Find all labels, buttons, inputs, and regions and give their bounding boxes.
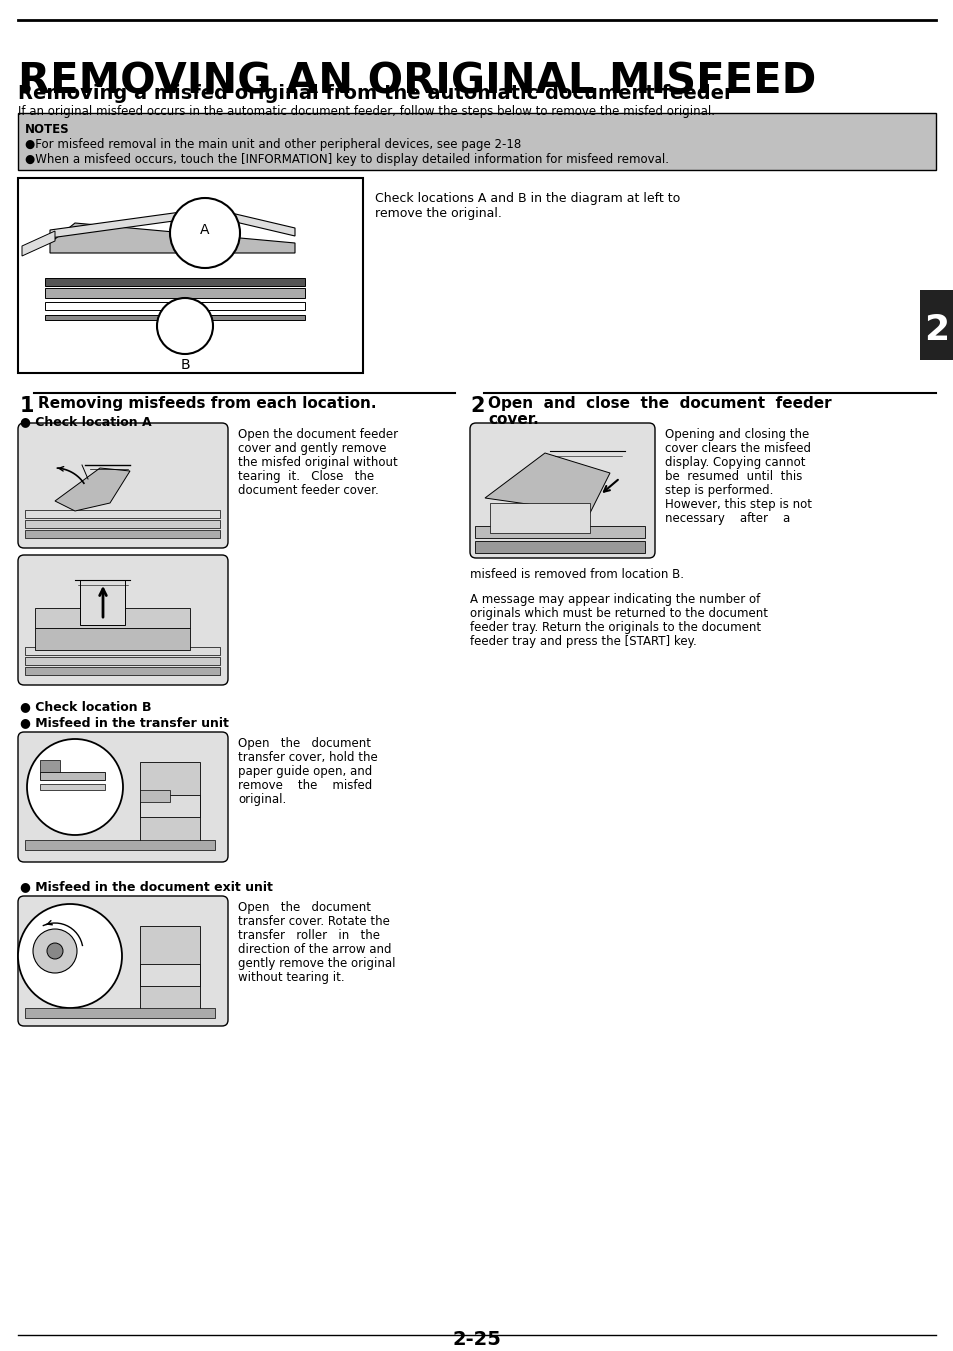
Text: ● Check location A: ● Check location A (20, 415, 152, 428)
FancyBboxPatch shape (18, 555, 228, 685)
Text: 2: 2 (923, 313, 948, 347)
Text: B: B (181, 358, 191, 372)
Circle shape (157, 299, 213, 354)
Bar (140, 965, 200, 986)
Text: NOTES: NOTES (25, 123, 70, 136)
Bar (919, 290, 953, 359)
Text: Opening and closing the: Opening and closing the (664, 428, 808, 440)
Text: document feeder cover.: document feeder cover. (237, 484, 378, 497)
Text: feeder tray and press the [START] key.: feeder tray and press the [START] key. (470, 635, 696, 648)
Bar (25, 657, 220, 665)
Bar (25, 509, 220, 517)
Text: misfeed is removed from location B.: misfeed is removed from location B. (470, 567, 683, 581)
Bar (475, 540, 644, 553)
Text: 2-25: 2-25 (452, 1329, 501, 1350)
Text: gently remove the original: gently remove the original (237, 957, 395, 970)
Text: cover clears the misfeed: cover clears the misfeed (664, 442, 810, 455)
Text: ●When a misfeed occurs, touch the [INFORMATION] key to display detailed informat: ●When a misfeed occurs, touch the [INFOR… (25, 153, 668, 166)
Text: Removing misfeeds from each location.: Removing misfeeds from each location. (38, 396, 376, 411)
Text: tearing  it.   Close   the: tearing it. Close the (237, 470, 374, 484)
Bar (40, 784, 105, 790)
Polygon shape (50, 208, 294, 238)
Text: originals which must be returned to the document: originals which must be returned to the … (470, 607, 767, 620)
Text: the misfed original without: the misfed original without (237, 457, 397, 469)
Text: original.: original. (237, 793, 286, 807)
Bar (45, 288, 305, 299)
Bar (140, 794, 200, 817)
Text: 2: 2 (470, 396, 484, 416)
Text: feeder tray. Return the originals to the document: feeder tray. Return the originals to the… (470, 621, 760, 634)
Text: transfer cover. Rotate the: transfer cover. Rotate the (237, 915, 390, 928)
Text: paper guide open, and: paper guide open, and (237, 765, 372, 778)
Bar (35, 608, 190, 628)
Bar (140, 790, 170, 802)
Text: REMOVING AN ORIGINAL MISFEED: REMOVING AN ORIGINAL MISFEED (18, 59, 816, 101)
Bar (25, 520, 220, 528)
Bar (40, 761, 60, 771)
Text: Open   the   document: Open the document (237, 901, 371, 915)
Bar (80, 580, 125, 626)
Bar (25, 647, 220, 655)
Text: be  resumed  until  this: be resumed until this (664, 470, 801, 484)
Text: 1: 1 (20, 396, 34, 416)
Bar (25, 667, 220, 676)
Text: ● Misfeed in the document exit unit: ● Misfeed in the document exit unit (20, 880, 273, 893)
Bar (45, 303, 305, 309)
Text: However, this step is not: However, this step is not (664, 499, 811, 511)
FancyBboxPatch shape (470, 423, 655, 558)
Bar (35, 628, 190, 650)
Text: ●For misfeed removal in the main unit and other peripheral devices, see page 2-1: ●For misfeed removal in the main unit an… (25, 138, 520, 151)
Bar (490, 503, 589, 534)
Text: Open  and  close  the  document  feeder: Open and close the document feeder (488, 396, 831, 411)
Text: Removing a misfed original from the automatic document feeder: Removing a misfed original from the auto… (18, 84, 733, 103)
Text: Open   the   document: Open the document (237, 738, 371, 750)
Text: step is performed.: step is performed. (664, 484, 773, 497)
Text: remove    the    misfed: remove the misfed (237, 780, 372, 792)
Text: transfer cover, hold the: transfer cover, hold the (237, 751, 377, 765)
Bar (18, 113, 935, 170)
FancyBboxPatch shape (18, 896, 228, 1025)
Text: Check locations A and B in the diagram at left to: Check locations A and B in the diagram a… (375, 192, 679, 205)
Text: Open the document feeder: Open the document feeder (237, 428, 397, 440)
Polygon shape (484, 453, 609, 513)
Bar (25, 530, 220, 538)
Text: cover.: cover. (488, 412, 538, 427)
Circle shape (47, 943, 63, 959)
FancyBboxPatch shape (18, 423, 228, 549)
Text: A message may appear indicating the number of: A message may appear indicating the numb… (470, 593, 760, 607)
Text: ● Check location B: ● Check location B (20, 700, 152, 713)
Circle shape (170, 199, 240, 267)
Text: ● Misfeed in the transfer unit: ● Misfeed in the transfer unit (20, 716, 229, 730)
FancyBboxPatch shape (18, 732, 228, 862)
Text: A: A (200, 223, 210, 236)
Text: necessary    after    a: necessary after a (664, 512, 789, 526)
Polygon shape (22, 231, 55, 255)
Bar (25, 840, 214, 850)
Text: direction of the arrow and: direction of the arrow and (237, 943, 391, 957)
Circle shape (18, 904, 122, 1008)
Text: transfer   roller   in   the: transfer roller in the (237, 929, 379, 942)
Bar (140, 762, 200, 842)
Text: display. Copying cannot: display. Copying cannot (664, 457, 804, 469)
Bar (40, 771, 105, 780)
Circle shape (33, 929, 77, 973)
Bar (45, 278, 305, 286)
Bar (475, 526, 644, 538)
Bar (140, 925, 200, 1011)
Text: remove the original.: remove the original. (375, 207, 501, 220)
Text: If an original misfeed occurs in the automatic document feeder, follow the steps: If an original misfeed occurs in the aut… (18, 105, 714, 118)
Polygon shape (55, 467, 130, 511)
Text: cover and gently remove: cover and gently remove (237, 442, 386, 455)
Text: without tearing it.: without tearing it. (237, 971, 344, 984)
Bar (18, 178, 363, 373)
Bar (25, 1008, 214, 1019)
Bar (45, 315, 305, 320)
Circle shape (27, 739, 123, 835)
Polygon shape (50, 223, 294, 253)
